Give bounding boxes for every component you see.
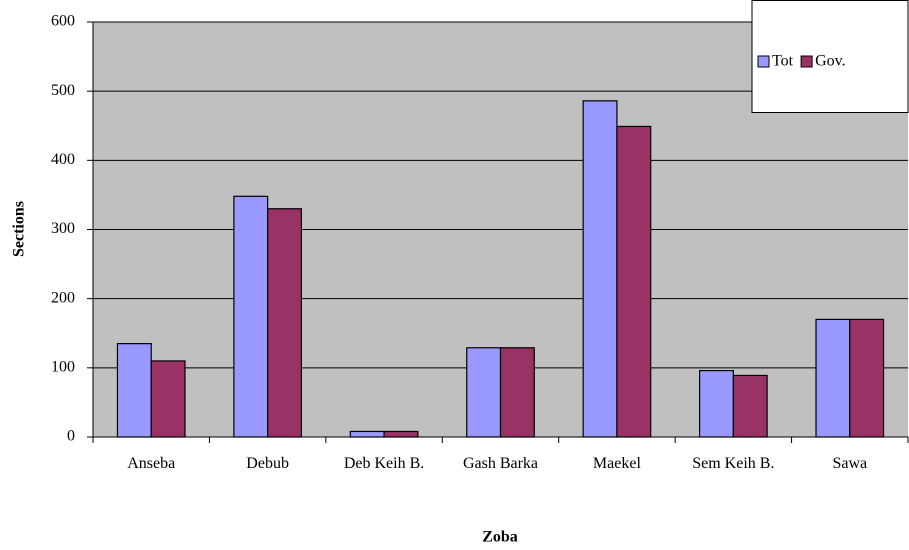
bar [116,343,152,438]
bar [499,347,535,438]
x-tick-label-box: Debub [246,455,289,472]
legend-label: Tot [772,53,794,70]
x-tick-label-box: Maekel [592,455,641,472]
bar [267,208,303,438]
bar [582,100,618,438]
bar [150,360,186,438]
x-axis-title: Zoba [482,529,518,546]
x-tick-label-box: Sawa [832,455,868,472]
x-tick-label-box: Sem Keih B. [692,455,775,472]
y-tick-label: 600 [51,13,75,30]
bar [233,195,269,438]
bar [849,318,885,438]
bar [732,374,768,438]
x-tick-label: Maekel [592,455,641,472]
legend-label: Gov. [815,53,846,70]
y-tick-label: 100 [51,359,75,376]
x-tick-label: Debub [246,455,289,472]
x-tick-label: Gash Barka [462,455,539,472]
bar [466,347,502,438]
bar [616,125,652,438]
x-tick-label-box: Anseba [127,455,176,472]
x-tick-label: Sawa [832,455,868,472]
y-tick-label: 300 [51,220,75,237]
x-tick-label-box: Gash Barka [462,455,539,472]
legend-swatch [800,55,813,68]
bar [383,430,419,438]
x-tick-label: Anseba [127,455,176,472]
y-tick-label: 0 [67,428,75,445]
bar [349,430,385,438]
legend-box [751,0,909,113]
y-tick-label: 400 [51,151,75,168]
legend-swatch [757,55,770,68]
bar [815,318,851,438]
x-tick-label: Deb Keih B. [343,455,425,472]
y-tick-label: 500 [51,82,75,99]
x-tick-label: Sem Keih B. [692,455,775,472]
x-tick-label-box: Deb Keih B. [343,455,425,472]
y-axis-title: Sections [11,201,28,257]
bar [698,370,734,438]
y-tick-label: 200 [51,289,75,306]
